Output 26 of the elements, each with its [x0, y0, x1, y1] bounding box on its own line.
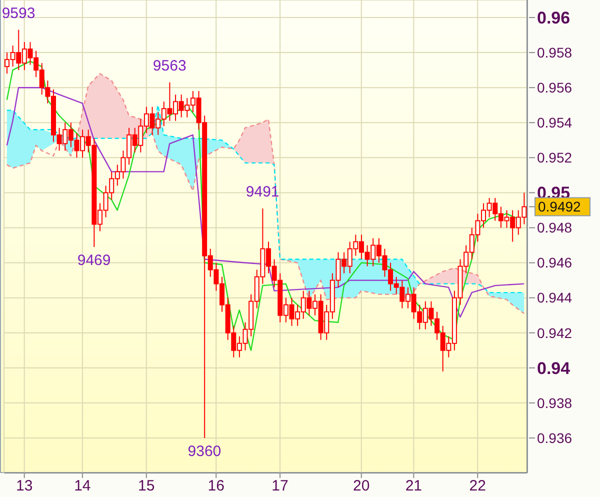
annotation: 9469 [77, 252, 111, 270]
y-tick-label: 0.948 [537, 220, 572, 236]
x-tick-label: 13 [16, 478, 33, 495]
y-tick-label: 0.954 [537, 114, 572, 131]
y-tick-label: 0.946 [537, 254, 572, 271]
annotation: 9491 [246, 183, 280, 200]
x-tick-label: 22 [469, 478, 486, 495]
y-tick-label: 0.936 [537, 430, 572, 446]
annotation: 9563 [152, 57, 186, 74]
y-tick-label: 0.942 [537, 324, 572, 341]
y-tick-label: 0.956 [537, 79, 572, 96]
y-tick-label: 0.96 [537, 8, 570, 28]
y-tick-label: 0.94 [537, 358, 571, 378]
annotation: 9593 [2, 4, 36, 22]
x-tick-label: 16 [208, 478, 224, 495]
annotation: 9360 [188, 442, 222, 460]
y-tick-label: 0.938 [537, 394, 572, 411]
y-tick-label: 0.952 [537, 150, 572, 166]
x-tick-label: 21 [405, 478, 422, 495]
y-tick-label: 0.944 [537, 290, 572, 306]
x-tick-label: 14 [74, 478, 91, 495]
x-tick-label: 20 [353, 478, 370, 495]
y-tick-label: 0.958 [537, 44, 572, 60]
text: 0.9492 [538, 198, 582, 215]
x-tick-label: 17 [272, 478, 288, 495]
x-tick-label: 15 [138, 478, 155, 495]
